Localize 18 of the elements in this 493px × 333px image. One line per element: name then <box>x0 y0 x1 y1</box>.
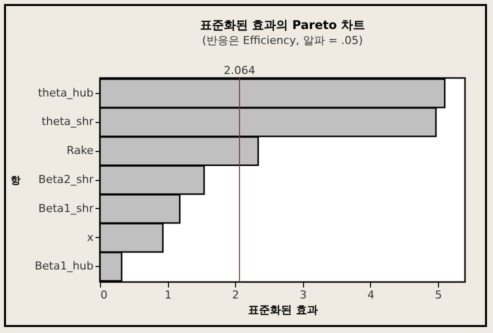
y-tick-label: x <box>86 230 94 244</box>
x-tick-label: 2 <box>232 288 240 302</box>
chart-subtitle: (반응은 Efficiency, 알파 = .05) <box>202 34 363 47</box>
chart-title: 표준화된 효과의 Pareto 차트 <box>200 18 366 32</box>
x-tick-label: 0 <box>100 288 108 302</box>
y-tick-label: theta_hub <box>38 86 94 100</box>
y-axis-title: 항 <box>10 176 20 186</box>
y-tick-label: Rake <box>66 144 94 158</box>
x-tick-label: 1 <box>164 288 172 302</box>
x-tick-label: 4 <box>367 288 374 302</box>
ref-line-label: 2.064 <box>224 64 256 77</box>
x-tick-label: 5 <box>434 288 442 302</box>
y-tick-label: Beta1_hub <box>34 260 94 273</box>
y-tick-label: theta_shr <box>42 115 94 128</box>
x-axis-title: 표준화된 효과 <box>248 304 318 316</box>
x-tick-label: 3 <box>300 288 307 302</box>
y-tick-label: Beta2_shr <box>38 173 94 186</box>
y-tick-label: Beta1_shr <box>38 202 94 215</box>
